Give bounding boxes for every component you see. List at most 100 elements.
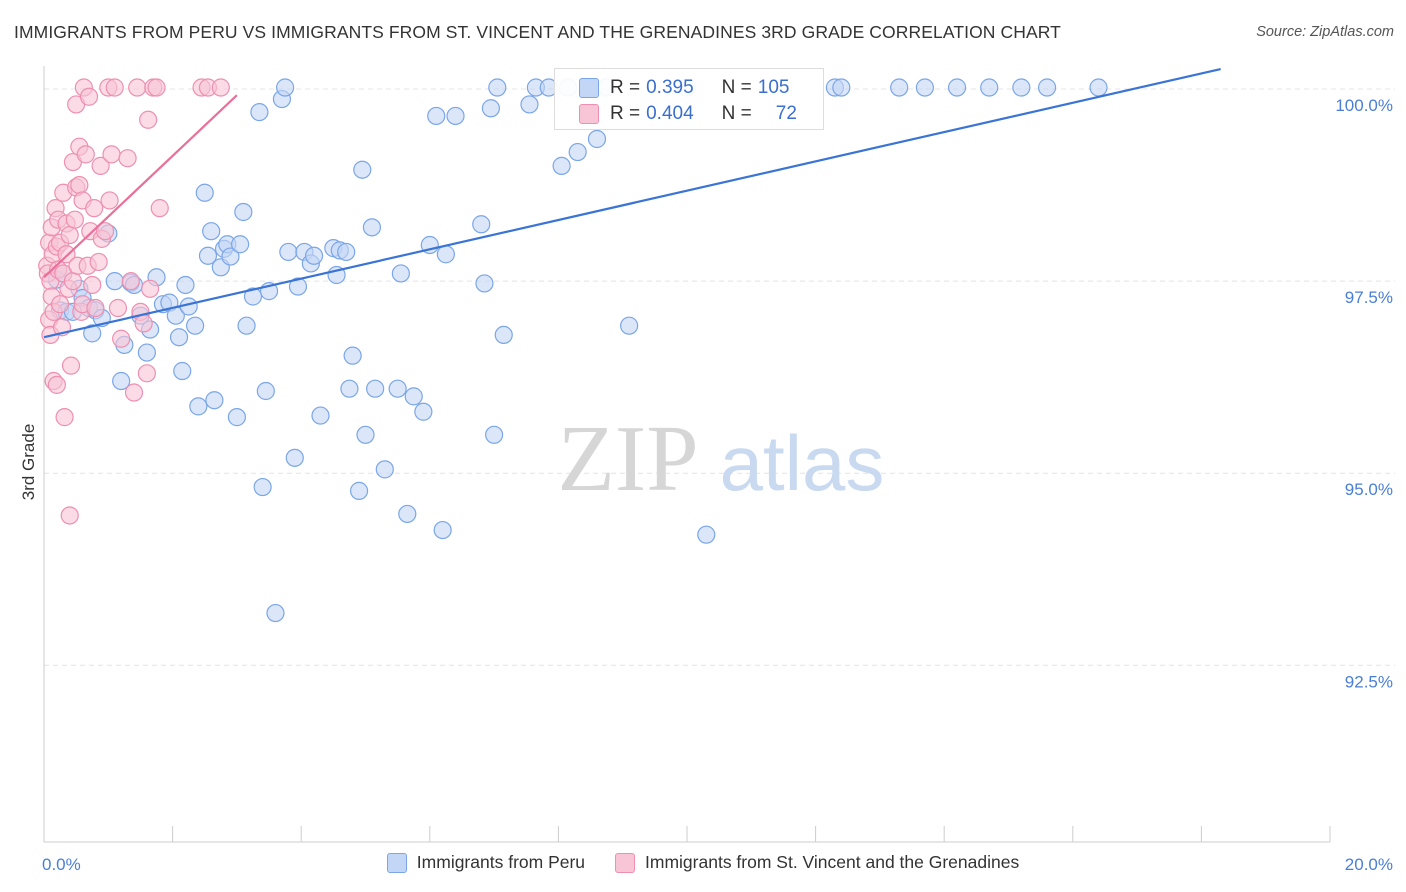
stats-row-peru: R = 0.395 N = 105 xyxy=(579,75,789,101)
peru-point xyxy=(349,481,369,500)
peru-point xyxy=(343,346,362,365)
svg-point xyxy=(112,329,131,348)
legend-item-peru[interactable]: Immigrants from Peru xyxy=(386,852,586,873)
svg-point xyxy=(61,356,81,375)
peru-point xyxy=(697,525,716,544)
peru-point xyxy=(433,520,452,540)
axes xyxy=(43,66,1331,843)
svg-point xyxy=(139,110,158,129)
gridlines xyxy=(44,88,1395,666)
watermark: ZIP atlas xyxy=(558,407,885,511)
peru-point xyxy=(250,102,269,122)
r-value: 0.404 xyxy=(646,103,694,124)
peru-point xyxy=(311,406,330,425)
y-tick-label: 97.5% xyxy=(1345,288,1393,307)
peru-point xyxy=(337,242,356,262)
peru-point xyxy=(1089,78,1108,97)
svg-point xyxy=(150,199,169,218)
peru-point xyxy=(285,448,304,467)
peru-point xyxy=(488,78,507,97)
svg-point xyxy=(63,272,83,291)
peru-point xyxy=(276,78,295,97)
peru-point xyxy=(237,316,256,335)
svg-point xyxy=(124,383,144,402)
svg-point xyxy=(102,145,121,164)
peru-point xyxy=(227,408,246,427)
peru-point xyxy=(112,371,131,391)
peru-trend-line xyxy=(43,68,1221,339)
n-label: N = xyxy=(721,77,752,98)
peru-point xyxy=(832,78,851,97)
peru-point xyxy=(1037,78,1057,97)
x-tick-label: 20.0% xyxy=(1345,855,1393,874)
legend-label-svg: Immigrants from St. Vincent and the Gren… xyxy=(645,852,1020,872)
peru-point xyxy=(414,402,433,421)
svg-point xyxy=(70,175,89,195)
legend-label-peru: Immigrants from Peru xyxy=(416,852,586,872)
stats-swatch-svg xyxy=(579,104,599,124)
svg-point xyxy=(105,78,124,97)
peru-point xyxy=(243,287,263,306)
legend-swatch-peru xyxy=(386,852,407,873)
y-tick-label: 95.0% xyxy=(1345,480,1393,499)
legend-item-svg[interactable]: Immigrants from St. Vincent and the Gren… xyxy=(615,852,1019,873)
svg-point xyxy=(85,199,104,218)
stats-swatch-peru xyxy=(579,78,599,98)
peru-point xyxy=(266,603,285,623)
r-value: 0.395 xyxy=(646,77,694,98)
peru-point xyxy=(587,129,607,149)
peru-point xyxy=(472,215,491,234)
peru-point xyxy=(288,277,308,296)
svg-point xyxy=(50,295,70,314)
peru-point xyxy=(362,218,382,237)
svg-point xyxy=(108,298,128,318)
peru-point xyxy=(304,246,324,265)
legend-swatch-svg xyxy=(615,852,636,873)
svg-point xyxy=(140,279,160,298)
svg-point xyxy=(91,156,110,175)
peru-point xyxy=(221,247,240,266)
peru-point xyxy=(256,381,275,401)
data-points xyxy=(38,78,1108,623)
peru-point xyxy=(947,78,967,97)
svg-point xyxy=(134,314,153,333)
peru-point xyxy=(173,361,192,381)
svg-point xyxy=(65,210,84,229)
peru-point xyxy=(485,425,504,444)
svg-point xyxy=(95,222,115,241)
peru-point xyxy=(198,246,218,265)
peru-point xyxy=(195,183,214,202)
peru-point xyxy=(105,272,124,291)
peru-point xyxy=(279,242,298,262)
svg-point xyxy=(86,298,105,318)
stats-row-svg: R = 0.404 N = 72 xyxy=(579,101,797,127)
peru-point xyxy=(340,379,359,398)
peru-point xyxy=(915,78,935,97)
x-tick-label: 0.0% xyxy=(42,855,81,874)
peru-point xyxy=(552,156,571,175)
peru-point xyxy=(366,379,385,398)
svg-point xyxy=(147,78,166,97)
n-label: N = xyxy=(721,103,752,124)
peru-point xyxy=(620,316,639,335)
peru-point xyxy=(475,274,494,293)
y-tick-label: 92.5% xyxy=(1345,672,1393,691)
y-axis-label: 3rd Grade xyxy=(19,424,38,501)
peru-point xyxy=(176,275,195,295)
svg-point xyxy=(137,364,156,383)
tick-labels: 92.5% 95.0% 97.5% 100.0% 0.0% 20.0% xyxy=(42,96,1393,874)
svg-point xyxy=(211,78,230,97)
peru-point xyxy=(202,222,221,241)
peru-point xyxy=(398,504,417,524)
peru-point xyxy=(353,160,372,179)
peru-point xyxy=(1012,78,1031,97)
n-value: 105 xyxy=(757,77,790,98)
peru-point xyxy=(234,202,253,222)
svg-point xyxy=(60,506,79,525)
peru-point xyxy=(253,477,272,497)
peru-point xyxy=(83,324,102,343)
stats-box: R = 0.395 N = 105 R = 0.404 N = 72 xyxy=(554,68,824,130)
peru-point xyxy=(568,142,587,162)
svg-point xyxy=(100,191,119,210)
peru-point xyxy=(186,316,205,335)
